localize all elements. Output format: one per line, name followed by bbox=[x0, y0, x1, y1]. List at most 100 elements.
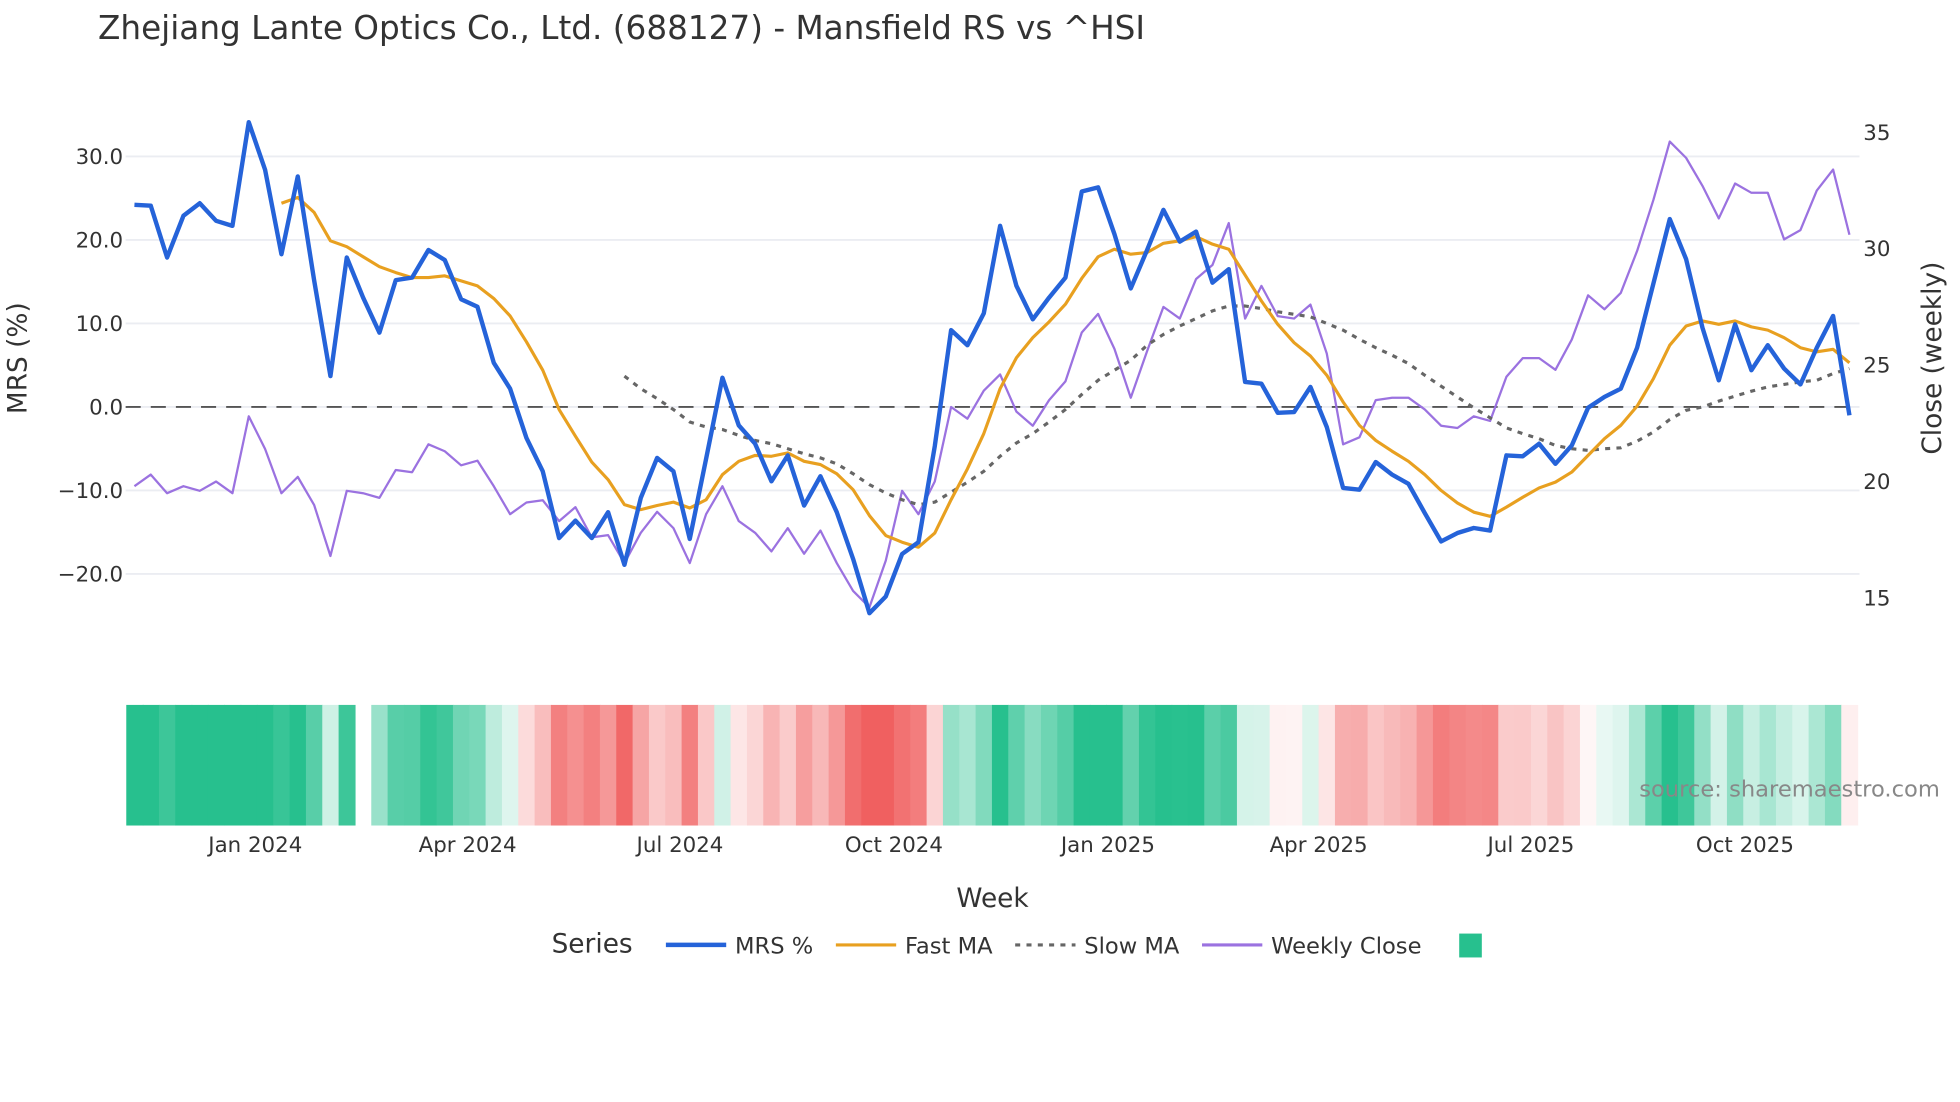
heatmap-cell bbox=[583, 704, 601, 826]
heatmap-cell bbox=[322, 704, 340, 826]
heatmap-cell bbox=[1481, 704, 1499, 826]
heatmap-cell bbox=[1400, 704, 1418, 826]
heatmap-cell bbox=[1236, 704, 1254, 826]
heatmap-cell bbox=[959, 704, 977, 826]
legend-item-label[interactable]: Slow MA bbox=[1084, 934, 1180, 960]
heatmap-cell bbox=[1155, 704, 1173, 826]
heatmap-cell bbox=[665, 704, 683, 826]
heatmap-cell bbox=[1759, 704, 1777, 826]
heatmap-cell bbox=[1253, 704, 1271, 826]
heatmap-cell bbox=[697, 704, 715, 826]
heatmap-cell bbox=[1138, 704, 1156, 826]
x-tick-label: Jul 2024 bbox=[635, 833, 724, 858]
heatmap-cell bbox=[942, 704, 960, 826]
heatmap-cell bbox=[224, 704, 242, 826]
heatmap-cell bbox=[1432, 704, 1450, 826]
heatmap-cell bbox=[1024, 704, 1042, 826]
x-axis-label: Week bbox=[956, 884, 1029, 914]
heatmap-cell bbox=[387, 704, 405, 826]
heatmap-cell bbox=[1677, 704, 1695, 826]
legend-heatmap-swatch[interactable] bbox=[1459, 933, 1482, 958]
heatmap-cell bbox=[305, 704, 323, 826]
heatmap-cell bbox=[338, 704, 356, 826]
heatmap-cell bbox=[550, 704, 568, 826]
legend-item-label[interactable]: Weekly Close bbox=[1271, 934, 1421, 960]
heatmap-cell bbox=[1302, 704, 1320, 826]
heatmap-cell bbox=[844, 704, 862, 826]
heatmap-cell bbox=[1318, 704, 1336, 826]
gridlines bbox=[125, 155, 1860, 575]
heatmap-cell bbox=[1204, 704, 1222, 826]
y-tick-label: 0.0 bbox=[89, 396, 123, 421]
y2-axis-label: Close (weekly) bbox=[1918, 262, 1948, 455]
heatmap-cell bbox=[485, 704, 503, 826]
legend-title: Series bbox=[552, 929, 633, 959]
heatmap-cell bbox=[1351, 704, 1369, 826]
heatmap-cell bbox=[1775, 704, 1793, 826]
heatmap-cell bbox=[1726, 704, 1744, 826]
series-line-slow-ma bbox=[623, 304, 1850, 507]
heatmap-cell bbox=[828, 704, 846, 826]
legend-item-label[interactable]: MRS % bbox=[735, 934, 813, 960]
y2-tick-label: 20 bbox=[1863, 470, 1890, 495]
heatmap-cell bbox=[469, 704, 487, 826]
heatmap-cell bbox=[1334, 704, 1352, 826]
heatmap-cell bbox=[371, 704, 389, 826]
chart-title: Zhejiang Lante Optics Co., Ltd. (688127)… bbox=[98, 9, 1145, 47]
heatmap-cell bbox=[1498, 704, 1516, 826]
heatmap-cell bbox=[1514, 704, 1532, 826]
heatmap-cell bbox=[1122, 704, 1140, 826]
heatmap-cell bbox=[207, 704, 225, 826]
heatmap-cell bbox=[191, 704, 209, 826]
heatmap-cell bbox=[714, 704, 732, 826]
y2-tick-label: 25 bbox=[1863, 354, 1890, 379]
heatmap-cell bbox=[403, 704, 421, 826]
heatmap-cell bbox=[1285, 704, 1303, 826]
heatmap-cell bbox=[256, 704, 274, 826]
x-tick-label: Oct 2024 bbox=[845, 833, 943, 858]
heatmap-cell bbox=[1645, 704, 1663, 826]
left-axis-ticks: −20.0 −10.0 0.0 10.0 20.0 30.0 bbox=[58, 145, 123, 588]
heatmap-cell bbox=[1089, 704, 1107, 826]
heatmap-cell bbox=[1628, 704, 1646, 826]
heatmap-cell bbox=[1530, 704, 1548, 826]
heatmap-cell bbox=[142, 704, 160, 826]
heatmap-cell bbox=[763, 704, 781, 826]
heatmap-cell bbox=[175, 704, 193, 826]
heatmap-cell bbox=[501, 704, 519, 826]
series-line-mrs bbox=[134, 119, 1852, 616]
y-tick-label: −10.0 bbox=[58, 479, 123, 504]
heatmap-cell bbox=[1220, 704, 1238, 826]
y-axis-label: MRS (%) bbox=[3, 302, 33, 414]
y-tick-label: 10.0 bbox=[76, 312, 124, 337]
heatmap-cell bbox=[1743, 704, 1761, 826]
heatmap-cell bbox=[1073, 704, 1091, 826]
heatmap-cell bbox=[436, 704, 454, 826]
heatmap-cell bbox=[1563, 704, 1581, 826]
legend-item-label[interactable]: Fast MA bbox=[905, 934, 993, 960]
x-tick-label: Apr 2025 bbox=[1270, 833, 1368, 858]
right-axis-ticks: 15 20 25 30 35 bbox=[1863, 121, 1890, 612]
heatmap-cell bbox=[812, 704, 830, 826]
heatmap-cell bbox=[1040, 704, 1058, 826]
heatmap-cell bbox=[1596, 704, 1614, 826]
source-annotation: source: sharemaestro.com bbox=[1639, 777, 1940, 803]
heatmap-cell bbox=[420, 704, 438, 826]
x-tick-label: Jul 2025 bbox=[1486, 833, 1575, 858]
heatmap-cell bbox=[1841, 704, 1859, 826]
heatmap-cell bbox=[893, 704, 911, 826]
x-tick-label: Jan 2024 bbox=[206, 833, 302, 858]
heatmap-cell bbox=[746, 704, 764, 826]
heatmap-cell bbox=[1661, 704, 1679, 826]
heatmap-cell bbox=[632, 704, 650, 826]
heatmap-cell bbox=[648, 704, 666, 826]
heatmap-cell bbox=[910, 704, 928, 826]
y2-tick-label: 35 bbox=[1863, 121, 1890, 146]
heatmap-cell bbox=[1008, 704, 1026, 826]
y-tick-label: 20.0 bbox=[76, 229, 124, 254]
heatmap-cell bbox=[1057, 704, 1075, 826]
heatmap-cell bbox=[1106, 704, 1124, 826]
series-line-weekly-close bbox=[133, 140, 1851, 609]
x-tick-label: Jan 2025 bbox=[1059, 833, 1155, 858]
